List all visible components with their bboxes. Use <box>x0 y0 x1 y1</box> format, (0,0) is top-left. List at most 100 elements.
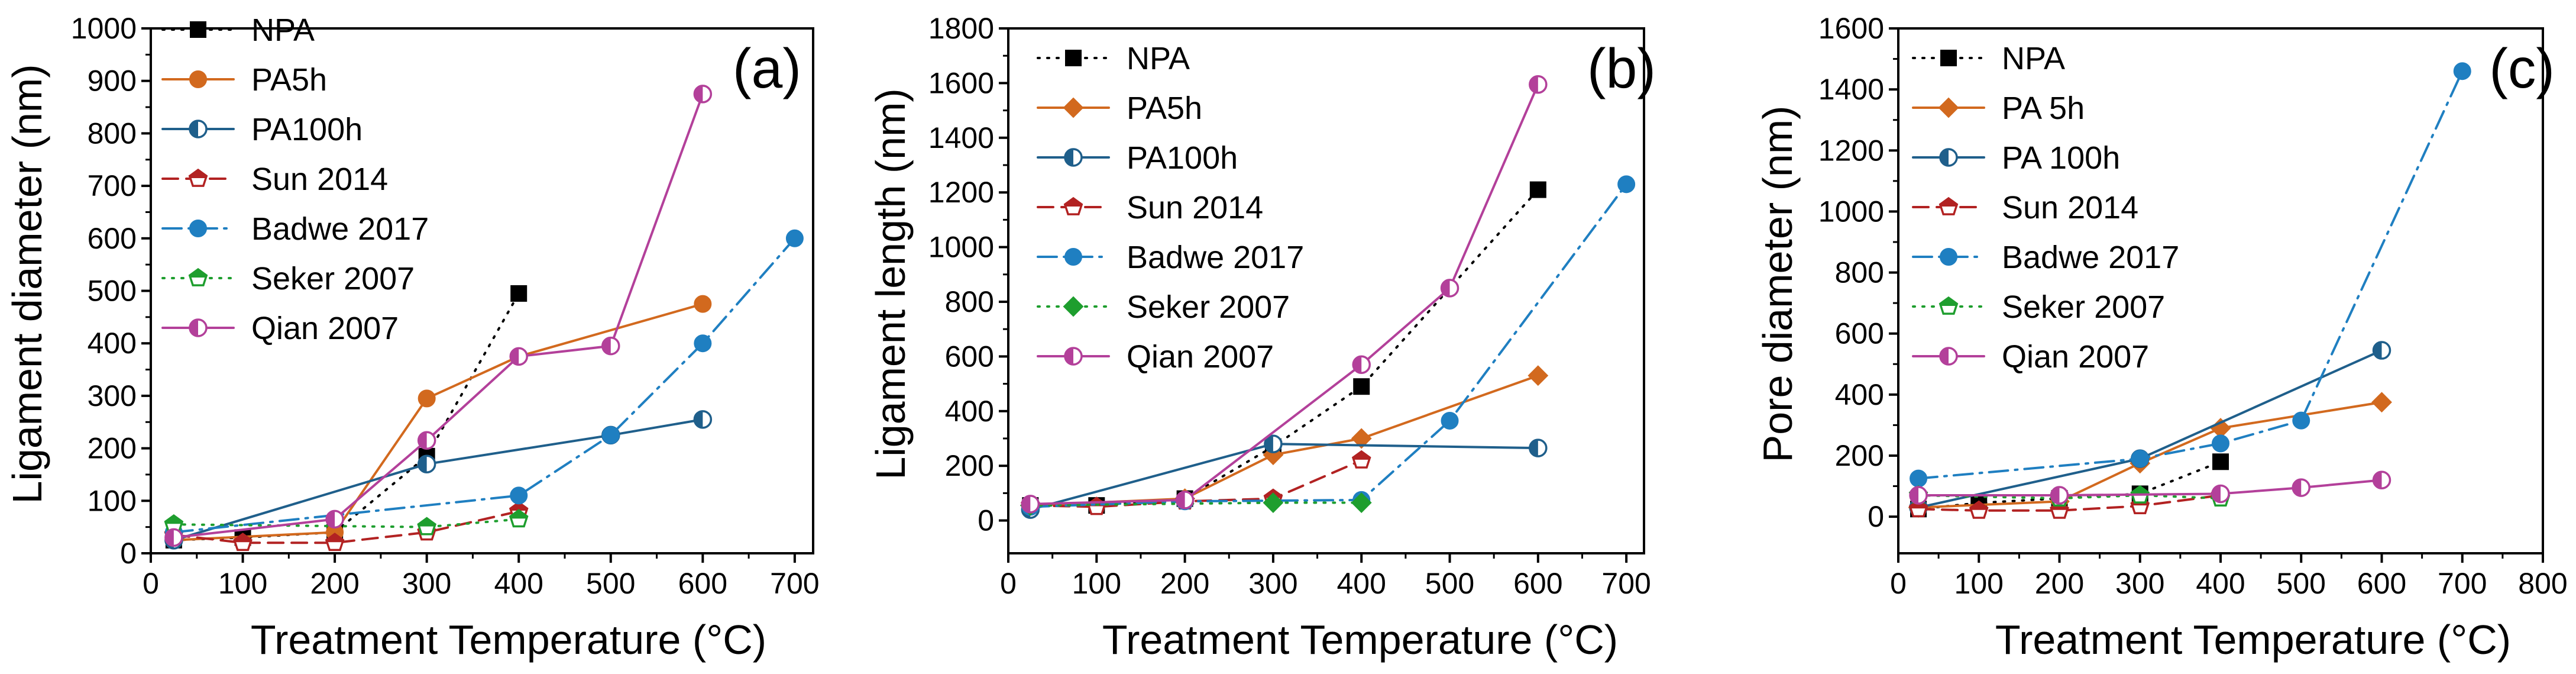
legend-marker <box>190 21 206 38</box>
data-point <box>2212 434 2229 453</box>
legend-marker <box>1065 50 1082 66</box>
x-tick-label: 400 <box>1337 567 1386 600</box>
data-point <box>2292 478 2310 497</box>
series-line <box>1029 188 1539 507</box>
data-point <box>417 517 436 536</box>
data-point <box>693 85 713 104</box>
y-tick-label: 400 <box>945 395 994 428</box>
data-point <box>2211 484 2230 504</box>
series-line <box>1029 501 1363 507</box>
legend-item-sun-2014: Sun 2014 <box>1037 190 1263 225</box>
data-point <box>1908 499 1928 518</box>
y-tick-label: 800 <box>1835 256 1884 289</box>
data-point <box>510 285 528 302</box>
legend-marker <box>1063 296 1084 317</box>
x-tick-label: 200 <box>310 567 359 600</box>
x-tick-label: 100 <box>218 567 267 600</box>
series-line <box>172 418 704 541</box>
data-point <box>325 509 344 529</box>
data-point <box>2131 450 2149 468</box>
series-npa <box>1022 181 1546 514</box>
legend-label: Seker 2007 <box>2002 289 2165 325</box>
legend-label: Seker 2007 <box>1127 289 1290 325</box>
data-point <box>1264 434 1283 453</box>
plot-frame <box>1897 27 2544 554</box>
y-tick-label: 1800 <box>928 12 994 45</box>
y-tick-label: 0 <box>120 537 137 570</box>
series-qian-2007 <box>1021 75 1548 514</box>
data-point <box>325 533 345 552</box>
legend-item-pa5h: PA5h <box>161 62 327 98</box>
y-tick-label: 600 <box>1835 317 1884 350</box>
data-point <box>2292 411 2310 430</box>
data-point <box>1969 500 1989 519</box>
data-point <box>1021 495 1040 514</box>
x-tick-label: 300 <box>2115 567 2164 600</box>
y-tick-label: 1000 <box>928 231 994 264</box>
data-point <box>2050 486 2069 505</box>
y-tick-label: 100 <box>88 484 137 517</box>
series-line <box>1029 374 1539 507</box>
data-point <box>417 431 436 450</box>
legend: NPA PA5h PA100h Sun 2014 Badwe 2017 Seker 200… <box>1037 41 1304 375</box>
data-point <box>1263 492 1284 513</box>
legend-item-npa: NPA <box>161 12 315 48</box>
data-point <box>1617 175 1636 194</box>
legend-label: PA 5h <box>2002 91 2085 126</box>
series-badwe-2017 <box>1910 62 2471 488</box>
data-point <box>601 336 620 356</box>
legend-marker <box>1939 347 1958 366</box>
y-tick-label: 800 <box>945 285 994 318</box>
legend: NPA PA 5h PA 100h Sun 2014 Badwe 2017 Seker 2… <box>1912 41 2179 375</box>
x-tick-label: 800 <box>2518 567 2567 600</box>
data-point <box>1528 365 1549 386</box>
legend-marker <box>1940 50 1957 66</box>
x-axis-title: Treatment Temperature (°C) <box>1102 617 1618 663</box>
data-point <box>164 514 184 533</box>
y-tick-label: 1600 <box>928 66 994 99</box>
legend-item-pa5h: PA5h <box>1037 91 1202 126</box>
y-tick-label: 200 <box>88 432 137 465</box>
legend-item-badwe-2017: Badwe 2017 <box>161 211 429 247</box>
legend-label: NPA <box>1127 41 1190 76</box>
series-pa100h <box>164 410 713 550</box>
panel-c: 0 100 200 300 400 500 600 700 800 0 200 400 600 800 10… <box>1755 12 2568 663</box>
data-point <box>2212 453 2229 470</box>
data-point <box>693 410 713 429</box>
data-point <box>1441 411 1459 430</box>
legend-label: Badwe 2017 <box>251 211 429 247</box>
data-point <box>1910 469 1928 488</box>
series-line <box>172 92 704 539</box>
legend-marker <box>1939 148 1958 167</box>
x-tick-label: 500 <box>586 567 635 600</box>
series-qian-2007 <box>164 85 713 547</box>
x-tick-label: 300 <box>402 567 451 600</box>
x-tick-label: 0 <box>1000 567 1017 600</box>
y-tick-label: 1400 <box>1818 73 1884 106</box>
data-point <box>694 334 712 353</box>
x-tick-label: 0 <box>1890 567 1907 600</box>
y-tick-label: 400 <box>1835 378 1884 411</box>
legend-marker <box>1939 296 1959 315</box>
legend-marker <box>1063 196 1083 215</box>
legend: NPA PA5h PA100h Sun 2014 Badwe 2017 Seker 200… <box>161 12 429 346</box>
data-point <box>1175 491 1195 509</box>
series-npa <box>1910 453 2229 518</box>
y-tick-label: 300 <box>88 379 137 412</box>
legend-item-badwe-2017: Badwe 2017 <box>1912 240 2179 275</box>
series-line <box>1917 460 2222 511</box>
data-point <box>2371 392 2392 413</box>
y-tick-label: 400 <box>88 327 137 360</box>
data-point <box>1529 75 1548 94</box>
data-point <box>694 295 712 313</box>
x-tick-label: 100 <box>1072 567 1121 600</box>
data-point <box>509 509 529 528</box>
data-point <box>1440 279 1459 298</box>
y-tick-label: 0 <box>1868 500 1884 533</box>
data-point <box>1351 492 1372 513</box>
data-point <box>1529 181 1546 198</box>
panel-label: (c) <box>2489 37 2555 100</box>
legend-marker <box>1064 347 1083 366</box>
legend-label: PA100h <box>1127 140 1238 176</box>
data-point <box>2453 62 2471 80</box>
